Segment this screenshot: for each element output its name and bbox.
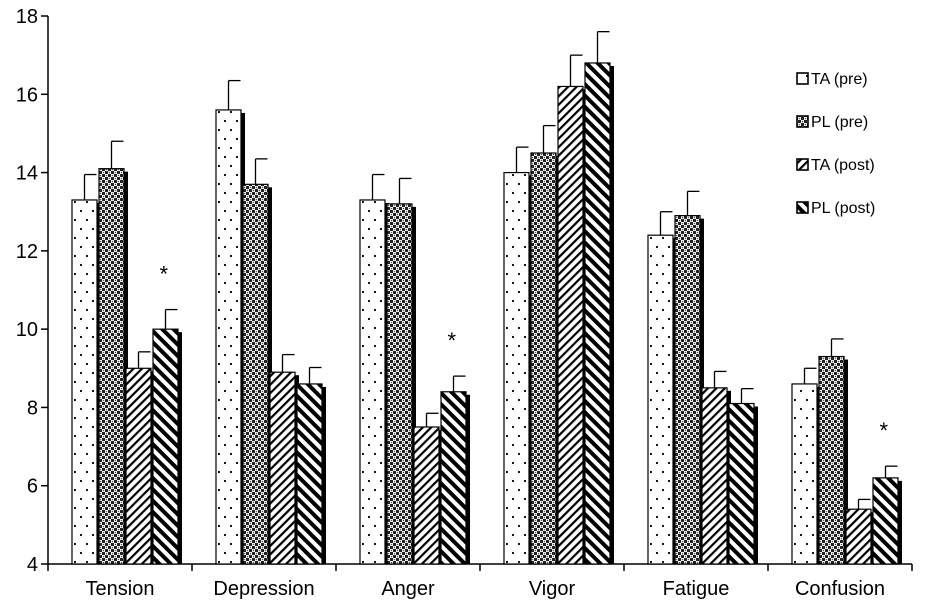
significance-marker: * [160, 262, 169, 287]
y-tick-label: 18 [16, 6, 38, 28]
bar [242, 183, 269, 565]
y-tick-label: 8 [27, 397, 38, 419]
legend-label: PL (post) [811, 200, 875, 217]
x-tick-label: Fatigue [663, 578, 730, 600]
legend-swatch [796, 201, 809, 214]
bar [503, 171, 530, 565]
bar [71, 199, 98, 565]
legend-swatch [796, 115, 809, 128]
bar [845, 508, 872, 565]
significance-marker: * [448, 328, 457, 353]
significance-marker: * [880, 418, 889, 443]
axis-layer: 4 6 8 10 12 14 16 18 [16, 6, 913, 576]
y-tick-label: 10 [16, 319, 38, 341]
bar [872, 477, 899, 565]
bar [728, 402, 755, 565]
bar [818, 355, 845, 565]
bar [647, 234, 674, 565]
bar [674, 215, 701, 565]
bar [152, 328, 179, 565]
legend-swatch [796, 158, 809, 171]
x-tick-label: Depression [213, 578, 314, 600]
y-tick-label: 4 [27, 554, 38, 576]
labels-layer: Tension Depression Anger Vigor Fatigue Confus… [86, 262, 889, 600]
bar [386, 203, 413, 565]
bar [413, 426, 440, 565]
legend-label: TA (pre) [811, 71, 868, 88]
x-tick-label: Vigor [529, 578, 576, 600]
y-tick-label: 12 [16, 241, 38, 263]
x-tick-label: Tension [86, 578, 155, 600]
bar [98, 168, 125, 565]
legend: TA (pre) PL (pre) TA (post) PL (post) [796, 71, 875, 217]
bar [125, 367, 152, 565]
bar [359, 199, 386, 565]
bar [440, 391, 467, 565]
bar [701, 387, 728, 565]
y-tick-label: 14 [16, 163, 38, 185]
legend-label: PL (pre) [811, 114, 868, 131]
legend-swatch [796, 72, 809, 85]
bars-layer [71, 31, 902, 565]
legend-label: TA (post) [811, 157, 875, 174]
y-tick-label: 16 [16, 84, 38, 106]
bar [584, 62, 611, 565]
x-tick-label: Anger [381, 578, 435, 600]
bar [557, 85, 584, 565]
bar [296, 383, 323, 565]
bar [530, 152, 557, 565]
bar [269, 371, 296, 565]
y-tick-label: 6 [27, 476, 38, 498]
bar [215, 109, 242, 565]
x-tick-label: Confusion [795, 578, 885, 600]
bar [791, 383, 818, 565]
